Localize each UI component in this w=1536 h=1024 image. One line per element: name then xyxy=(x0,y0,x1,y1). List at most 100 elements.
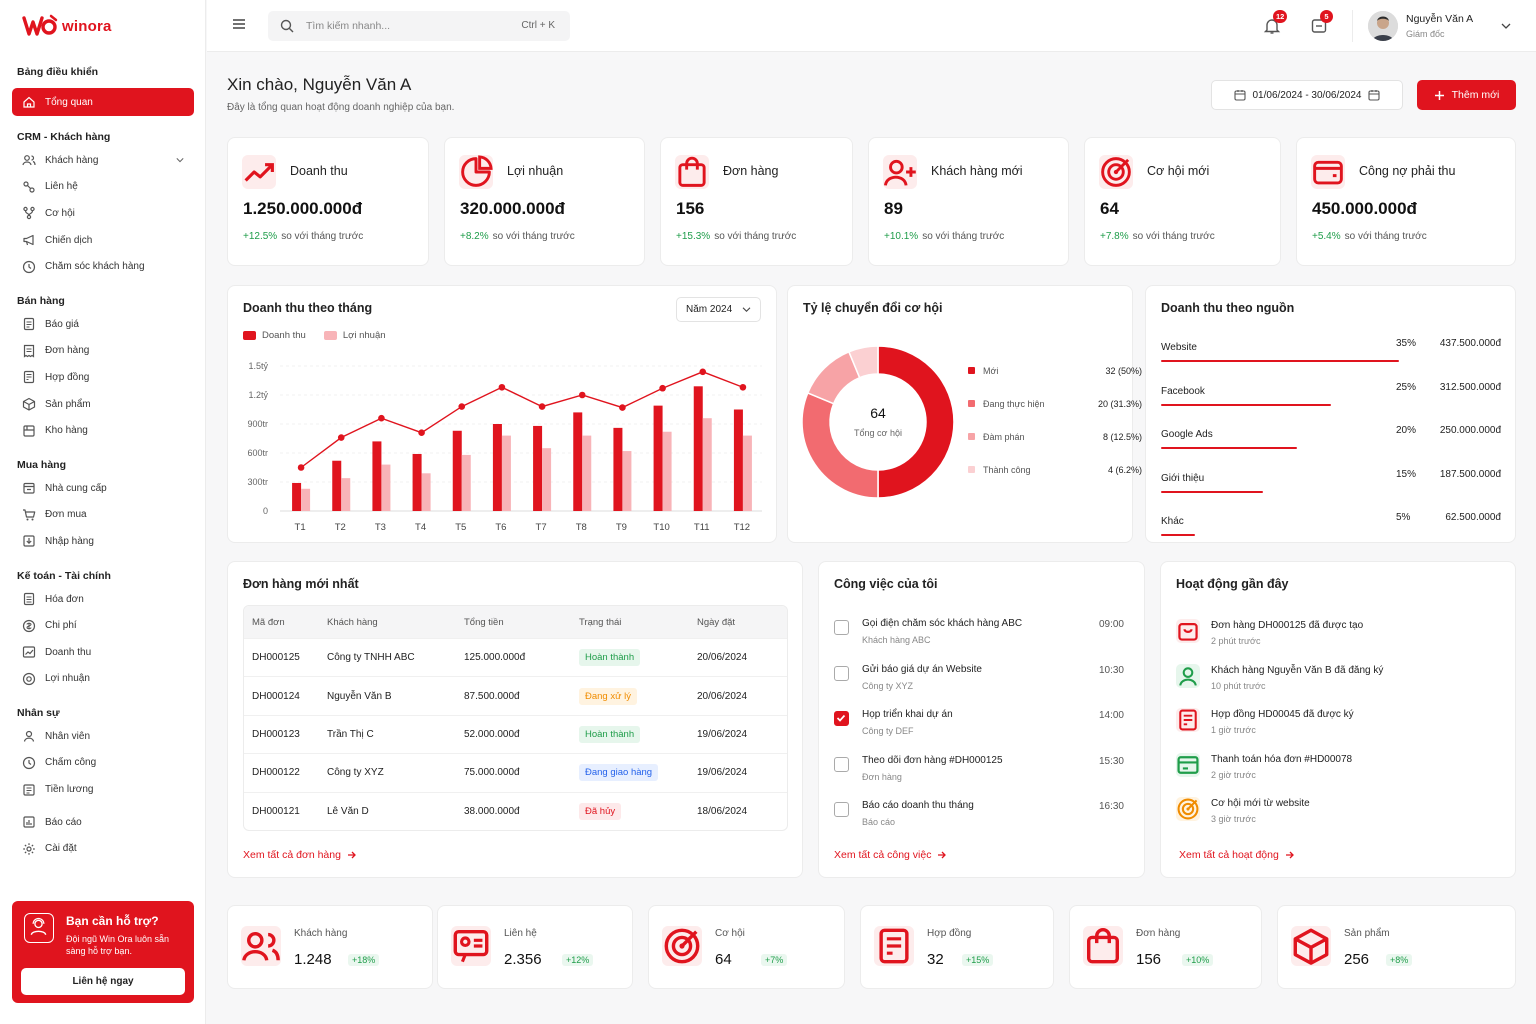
sidebar-item-user[interactable]: Nhân viên xyxy=(12,723,194,750)
sidebar-item-clock[interactable]: Chấm công xyxy=(12,750,194,777)
bar-revenue[interactable] xyxy=(412,453,422,511)
search-input[interactable]: Tìm kiếm nhanh... Ctrl + K xyxy=(268,11,570,41)
kpi-card[interactable]: Doanh thu 1.250.000.000đ +12.5% so với thán… xyxy=(227,137,429,266)
task-checkbox[interactable] xyxy=(834,665,849,681)
bar-profit[interactable] xyxy=(742,435,752,511)
bar-profit[interactable] xyxy=(381,464,391,511)
trend-point[interactable] xyxy=(739,383,747,391)
bar-profit[interactable] xyxy=(501,435,511,511)
activity-item[interactable]: Thanh toán hóa đơn #HD00078 2 giờ trước xyxy=(1176,749,1496,789)
view-all-activities-link[interactable]: Xem tất cả hoạt động xyxy=(1179,849,1295,861)
mini-stat-card[interactable]: Khách hàng 1.248 +18% xyxy=(227,905,433,989)
add-new-button[interactable]: Thêm mới xyxy=(1417,80,1516,110)
mini-stat-card[interactable]: Cơ hội 64 +7% xyxy=(648,905,845,989)
bar-revenue[interactable] xyxy=(613,427,623,511)
bar-revenue[interactable] xyxy=(533,425,543,511)
user-name[interactable]: Nguyễn Văn A xyxy=(1406,13,1474,25)
sidebar-item-support[interactable]: Chăm sóc khách hàng xyxy=(12,253,194,280)
bar-profit[interactable] xyxy=(341,478,351,511)
bar-profit[interactable] xyxy=(622,451,632,511)
kpi-card[interactable]: Công nợ phải thu 450.000.000đ +5.4% so với … xyxy=(1296,137,1516,266)
sidebar-item-cart[interactable]: Đơn mua xyxy=(12,502,194,529)
mini-stat-card[interactable]: Đơn hàng 156 +10% xyxy=(1069,905,1262,989)
bar-profit[interactable] xyxy=(542,448,552,511)
activity-item[interactable]: Cơ hội mới từ website 3 giờ trước xyxy=(1176,793,1496,833)
bar-revenue[interactable] xyxy=(292,482,302,511)
bar-revenue[interactable] xyxy=(452,430,462,511)
mini-stat-card[interactable]: Sản phẩm 256 +8% xyxy=(1277,905,1516,989)
task-title[interactable]: Báo cáo doanh thu tháng xyxy=(862,800,974,811)
sidebar-item-gear[interactable]: Cài đặt xyxy=(12,835,194,862)
trend-point[interactable] xyxy=(337,434,345,441)
bar-profit[interactable] xyxy=(301,488,311,511)
trend-point[interactable] xyxy=(378,414,385,422)
trend-point[interactable] xyxy=(538,403,546,410)
activity-item[interactable]: Đơn hàng DH000125 đã được tạo 2 phút trướ… xyxy=(1176,615,1496,655)
table-row[interactable]: DH000121 Lê Văn D 38.000.000đ Đã hủy 18/06/2… xyxy=(244,791,787,830)
sidebar-item-import[interactable]: Nhập hàng xyxy=(12,528,194,555)
task-checkbox[interactable] xyxy=(834,711,849,726)
trend-point[interactable] xyxy=(699,368,707,376)
task-title[interactable]: Họp triển khai dự án xyxy=(862,709,953,720)
sidebar-item-supplier[interactable]: Nhà cung cấp xyxy=(12,475,194,502)
trend-point[interactable] xyxy=(297,464,305,471)
trend-point[interactable] xyxy=(578,391,586,399)
sidebar-item-users[interactable]: Khách hàng xyxy=(12,147,194,174)
table-row[interactable]: DH000123 Trần Thị C 52.000.000đ Hoàn thành 1… xyxy=(244,714,787,753)
bar-revenue[interactable] xyxy=(733,409,743,512)
sidebar-item-invoice[interactable]: Hóa đơn xyxy=(12,586,194,613)
sidebar-item-contract[interactable]: Hợp đồng xyxy=(12,364,194,391)
sidebar-item-profit[interactable]: Lợi nhuận xyxy=(12,666,194,693)
trend-point[interactable] xyxy=(659,384,666,392)
activity-item[interactable]: Hợp đồng HD00045 đã được ký 1 giờ trước xyxy=(1176,704,1496,744)
bar-profit[interactable] xyxy=(702,418,712,511)
task-checkbox[interactable] xyxy=(834,756,849,772)
sidebar-item-document[interactable]: Báo giá xyxy=(12,311,194,338)
donut-slice[interactable] xyxy=(847,345,879,379)
date-range-picker[interactable]: 01/06/2024 - 30/06/2024 xyxy=(1211,80,1403,110)
notification-bell-icon[interactable]: 12 xyxy=(1263,10,1288,35)
kpi-card[interactable]: Khách hàng mới 89 +10.1% so với tháng trước xyxy=(868,137,1069,266)
sidebar-item-revenue[interactable]: Doanh thu xyxy=(12,639,194,666)
kpi-card[interactable]: Đơn hàng 156 +15.3% so với tháng trước xyxy=(660,137,853,266)
hamburger-menu-icon[interactable] xyxy=(232,17,246,31)
sidebar-item-salary[interactable]: Tiền lương xyxy=(12,776,194,803)
mini-stat-card[interactable]: Hợp đồng 32 +15% xyxy=(860,905,1054,989)
task-checkbox[interactable] xyxy=(834,802,849,817)
bar-revenue[interactable] xyxy=(653,405,663,511)
trend-point[interactable] xyxy=(619,404,626,411)
contact-now-button[interactable]: Liên hệ ngay xyxy=(21,968,185,995)
bar-profit[interactable] xyxy=(662,431,672,511)
bar-profit[interactable] xyxy=(582,435,592,511)
mini-stat-card[interactable]: Liên hệ 2.356 +12% xyxy=(437,905,633,989)
task-title[interactable]: Gửi báo giá dự án Website xyxy=(862,663,982,675)
task-checkbox[interactable] xyxy=(834,620,849,635)
task-title[interactable]: Theo dõi đơn hàng #DH000125 xyxy=(862,754,1003,766)
kpi-card[interactable]: Lợi nhuận 320.000.000đ +8.2% so với tháng t… xyxy=(444,137,645,266)
sidebar-item-megaphone[interactable]: Chiến dịch xyxy=(12,227,194,254)
trend-point[interactable] xyxy=(458,403,466,410)
sidebar-item-box[interactable]: Sản phẩm xyxy=(12,391,194,418)
table-row[interactable]: DH000122 Công ty XYZ 75.000.000đ Đang giao … xyxy=(244,753,787,791)
bar-revenue[interactable] xyxy=(492,424,502,511)
table-row[interactable]: DH000125 Công ty TNHH ABC 125.000.000đ Hoàn… xyxy=(244,638,787,676)
trend-point[interactable] xyxy=(498,383,506,391)
table-row[interactable]: DH000124 Nguyễn Văn B 87.500.000đ Đang xử l… xyxy=(244,676,787,714)
chevron-down-icon[interactable] xyxy=(1501,22,1511,30)
user-avatar[interactable] xyxy=(1368,11,1398,41)
bar-revenue[interactable] xyxy=(693,386,703,511)
sidebar-item-report[interactable]: Báo cáo xyxy=(12,809,194,836)
brand-logo[interactable]: winora xyxy=(22,14,112,38)
messages-icon[interactable]: 5 xyxy=(1310,10,1333,35)
activity-item[interactable]: Khách hàng Nguyễn Văn B đã đăng ký 10 phú… xyxy=(1176,660,1496,700)
task-title[interactable]: Gọi điện chăm sóc khách hàng ABC xyxy=(862,618,1023,629)
sidebar-item-contact[interactable]: Liên hệ xyxy=(12,174,194,201)
sidebar-item-home[interactable]: Tổng quan xyxy=(12,88,194,116)
year-select[interactable]: Năm 2024 xyxy=(676,297,761,322)
bar-revenue[interactable] xyxy=(372,441,382,511)
bar-revenue[interactable] xyxy=(332,460,342,511)
view-all-tasks-link[interactable]: Xem tất cả công việc xyxy=(834,849,947,861)
trend-point[interactable] xyxy=(418,429,425,436)
view-all-orders-link[interactable]: Xem tất cả đơn hàng xyxy=(243,849,357,861)
bar-revenue[interactable] xyxy=(573,412,583,511)
